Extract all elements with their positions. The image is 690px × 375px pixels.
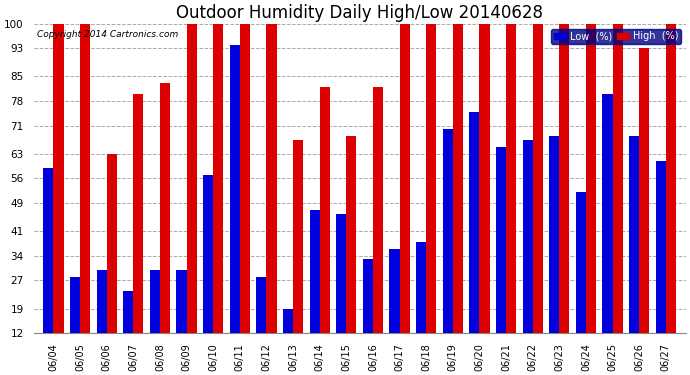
- Bar: [230, 45, 240, 375]
- Legend: Low  (%), High  (%): Low (%), High (%): [551, 28, 681, 44]
- Bar: [310, 210, 319, 375]
- Bar: [293, 140, 303, 375]
- Bar: [177, 270, 186, 375]
- Bar: [453, 24, 463, 375]
- Bar: [496, 147, 506, 375]
- Bar: [283, 309, 293, 375]
- Bar: [400, 24, 410, 375]
- Bar: [666, 24, 676, 375]
- Bar: [133, 94, 144, 375]
- Bar: [549, 136, 560, 375]
- Bar: [363, 259, 373, 375]
- Bar: [602, 94, 613, 375]
- Bar: [266, 24, 277, 375]
- Bar: [480, 24, 490, 375]
- Bar: [203, 175, 213, 375]
- Bar: [576, 192, 586, 375]
- Bar: [150, 270, 160, 375]
- Bar: [389, 249, 400, 375]
- Bar: [43, 168, 54, 375]
- Bar: [656, 161, 666, 375]
- Bar: [416, 242, 426, 375]
- Bar: [336, 214, 346, 375]
- Bar: [506, 24, 516, 375]
- Bar: [257, 277, 266, 375]
- Bar: [373, 87, 383, 375]
- Bar: [560, 24, 569, 375]
- Bar: [629, 136, 639, 375]
- Bar: [213, 24, 224, 375]
- Text: Copyright 2014 Cartronics.com: Copyright 2014 Cartronics.com: [37, 30, 178, 39]
- Bar: [639, 48, 649, 375]
- Bar: [70, 277, 80, 375]
- Bar: [240, 24, 250, 375]
- Bar: [533, 24, 543, 375]
- Bar: [97, 270, 107, 375]
- Bar: [160, 84, 170, 375]
- Bar: [54, 24, 63, 375]
- Bar: [80, 24, 90, 375]
- Bar: [443, 129, 453, 375]
- Bar: [319, 87, 330, 375]
- Bar: [469, 112, 480, 375]
- Bar: [522, 140, 533, 375]
- Bar: [346, 136, 357, 375]
- Bar: [186, 24, 197, 375]
- Bar: [124, 291, 133, 375]
- Title: Outdoor Humidity Daily High/Low 20140628: Outdoor Humidity Daily High/Low 20140628: [176, 4, 543, 22]
- Bar: [426, 24, 436, 375]
- Bar: [586, 24, 596, 375]
- Bar: [107, 154, 117, 375]
- Bar: [613, 24, 623, 375]
